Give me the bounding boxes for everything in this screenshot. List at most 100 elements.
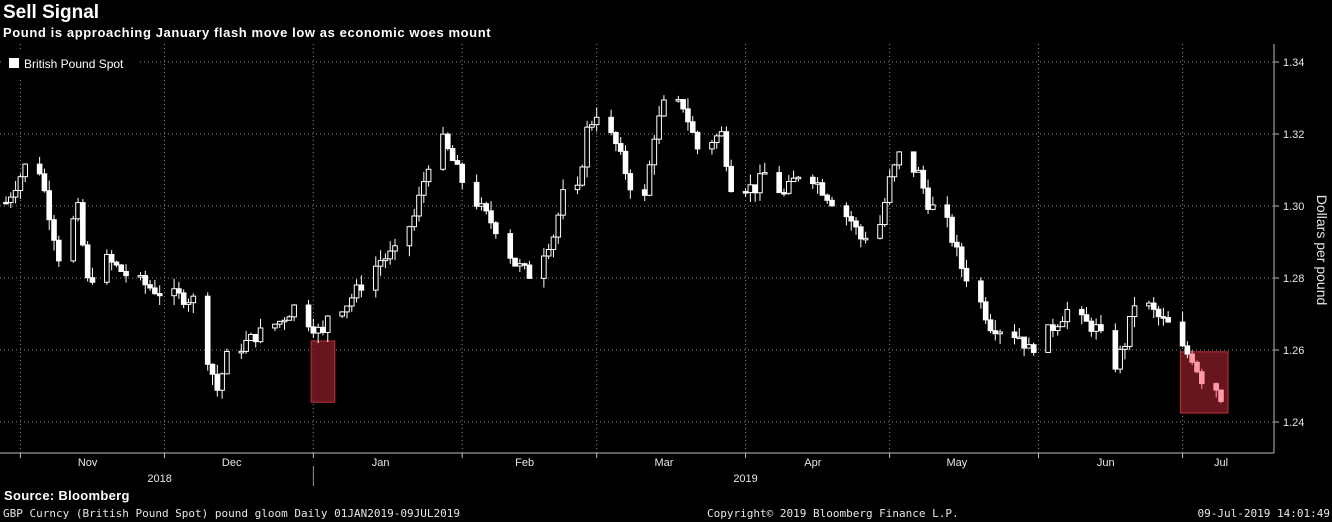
candle-body xyxy=(507,233,514,259)
y-tick-label: 1.24 xyxy=(1283,417,1304,429)
candle-body xyxy=(891,164,898,178)
candle-body xyxy=(589,124,595,128)
candle-body xyxy=(440,133,446,170)
candle-body xyxy=(521,263,528,266)
candle-body xyxy=(1198,371,1205,385)
candle-body xyxy=(305,304,312,328)
candle-body xyxy=(1194,361,1200,373)
y-tick-label: 1.28 xyxy=(1283,273,1304,285)
chart-subtitle: Pound is approaching January flash move … xyxy=(3,25,492,40)
candle-body xyxy=(829,199,835,207)
x-month-label: Dec xyxy=(222,457,242,469)
candle-body xyxy=(118,264,125,273)
candle-body xyxy=(70,218,77,262)
candle-body xyxy=(757,173,763,194)
candle-body xyxy=(790,177,797,183)
candle-body xyxy=(574,184,581,191)
x-month-label: May xyxy=(946,457,967,469)
candle-body xyxy=(963,267,970,282)
candle-body xyxy=(661,99,667,117)
legend-background xyxy=(2,51,139,77)
candle-body xyxy=(718,131,725,137)
candle-body xyxy=(713,135,720,144)
candle-body xyxy=(214,373,221,391)
candle-body xyxy=(646,164,653,196)
candle-body xyxy=(675,99,682,102)
candle-body xyxy=(180,292,187,305)
candle-body xyxy=(137,275,144,278)
candle-body xyxy=(104,253,110,283)
legend-swatch xyxy=(9,58,19,68)
candle-body xyxy=(824,194,831,201)
candle-body xyxy=(550,236,557,251)
candle-body xyxy=(449,148,456,162)
candle-body xyxy=(982,301,989,321)
candle-body xyxy=(3,201,9,205)
y-tick-label: 1.26 xyxy=(1283,345,1304,357)
candle-body xyxy=(882,201,888,226)
candle-body xyxy=(339,311,345,317)
candle-body xyxy=(142,275,149,286)
candle-body xyxy=(958,246,965,269)
candle-body xyxy=(1078,308,1085,316)
candle-body xyxy=(1098,324,1104,332)
candle-body xyxy=(1184,345,1191,355)
candle-body xyxy=(425,168,432,183)
candle-body xyxy=(185,302,192,305)
candle-body xyxy=(493,222,499,235)
candle-body xyxy=(152,287,158,295)
candle-body xyxy=(613,132,619,145)
candle-body xyxy=(483,203,490,212)
candle-body xyxy=(147,284,153,289)
candle-body xyxy=(608,116,614,134)
candle-body xyxy=(224,350,230,375)
candle-body xyxy=(761,172,768,175)
footer-copyright: Copyright© 2019 Bloomberg Finance L.P. xyxy=(707,507,959,520)
candle-body xyxy=(1021,336,1027,349)
candle-body xyxy=(12,189,19,198)
candle-body xyxy=(526,264,533,279)
candle-body xyxy=(987,319,994,332)
candle-body xyxy=(858,226,864,240)
candle-body xyxy=(84,244,91,279)
highlight-box xyxy=(310,340,336,403)
candle-body xyxy=(954,241,960,248)
candle-body xyxy=(473,181,480,207)
candle-body xyxy=(392,245,398,252)
candle-body xyxy=(862,237,869,241)
candle-body xyxy=(814,182,821,185)
candle-body xyxy=(752,184,758,194)
candle-body xyxy=(310,326,317,334)
candle-body xyxy=(776,172,782,194)
candle-body xyxy=(747,184,754,193)
candle-body xyxy=(320,326,326,333)
candle-body xyxy=(627,173,634,191)
x-month-label: Apr xyxy=(804,457,821,469)
candle-body xyxy=(478,203,485,207)
candle-body xyxy=(315,326,321,334)
candle-body xyxy=(694,131,701,150)
candle-body xyxy=(382,258,389,262)
candle-body xyxy=(1045,324,1051,353)
candle-body xyxy=(276,320,283,325)
candle-body xyxy=(89,277,96,283)
candle-body xyxy=(488,210,494,224)
candle-body xyxy=(22,163,29,178)
candle-body xyxy=(372,265,379,291)
candle-body xyxy=(36,163,43,175)
candle-body xyxy=(1011,331,1018,339)
candle-body xyxy=(204,295,211,365)
candle-body xyxy=(257,327,264,343)
candle-body xyxy=(1126,316,1133,347)
candle-body xyxy=(324,315,331,333)
source-note: Source: Bloomberg xyxy=(4,488,130,503)
candle-body xyxy=(781,192,787,195)
candle-body xyxy=(176,288,182,294)
candle-body xyxy=(1213,383,1219,391)
candle-body xyxy=(1059,321,1066,328)
candle-body xyxy=(541,255,547,279)
candle-body xyxy=(421,181,427,196)
candle-body xyxy=(1146,302,1152,307)
candle-body xyxy=(1189,353,1195,363)
